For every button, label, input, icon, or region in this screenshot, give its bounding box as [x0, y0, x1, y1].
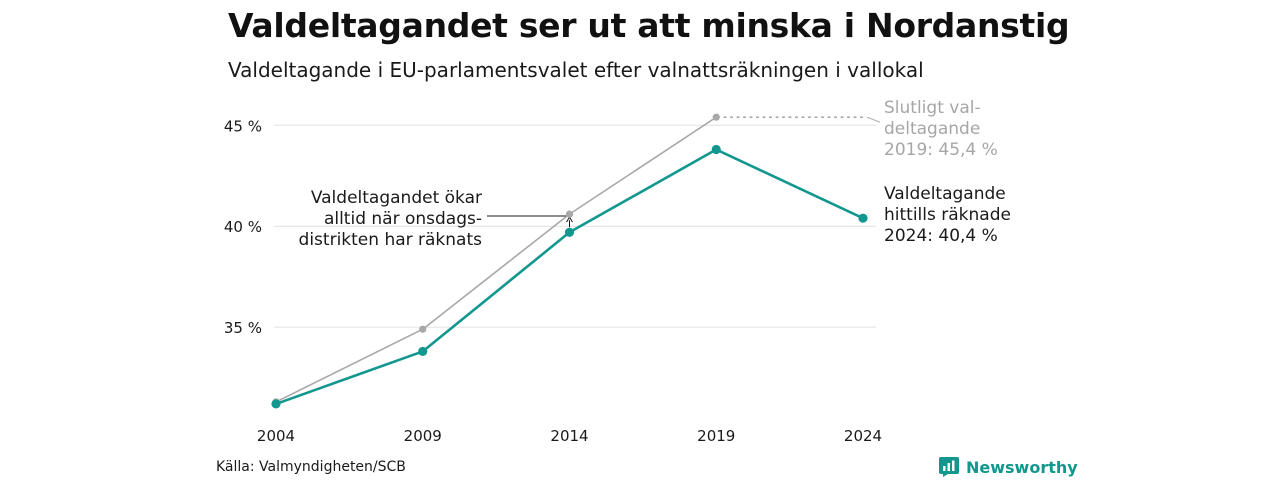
brand-name: Newsworthy [966, 457, 1078, 477]
data-point-final [419, 325, 427, 333]
x-tick-label: 2014 [550, 427, 588, 445]
x-tick-label: 2004 [257, 427, 295, 445]
annotation-final-label: Slutligt val- [884, 98, 981, 118]
annotation-increase-note: Valdeltagandet ökar [311, 188, 482, 208]
annotation-final-label: 2019: 45,4 % [884, 140, 998, 160]
brand-logo: Newsworthy [938, 456, 1078, 478]
data-point-final [712, 113, 720, 121]
annotation-increase-note: alltid när onsdags- [324, 209, 482, 229]
data-point-final [565, 210, 574, 218]
y-tick-label: 45 % [224, 117, 262, 135]
series-line-final [275, 116, 717, 403]
annotation-current-label: 2024: 40,4 % [884, 226, 998, 246]
data-point-election-night [711, 144, 721, 155]
annotation-final-label: deltagande [884, 119, 980, 139]
y-tick-label: 35 % [224, 319, 262, 337]
x-tick-label: 2009 [404, 427, 442, 445]
annotation-current-label: hittills räknade [884, 205, 1011, 225]
chart-title: Valdeltagandet ser ut att minska i Norda… [228, 6, 1070, 45]
data-point-election-night [564, 227, 575, 237]
data-point-election-night [418, 346, 428, 357]
data-point-election-night [271, 399, 281, 409]
leader-tick-final [866, 116, 881, 123]
source-note: Källa: Valmyndigheten/SCB [216, 459, 406, 475]
x-tick-label: 2024 [844, 427, 882, 445]
annotation-current-label: Valdeltagande [884, 184, 1006, 204]
y-tick-label: 40 % [224, 218, 262, 236]
annotation-increase-note: distrikten har räknats [299, 230, 483, 250]
chart-subtitle: Valdeltagande i EU-parlamentsvalet efter… [228, 58, 924, 82]
data-point-election-night [858, 213, 868, 223]
chart-bubble-icon [939, 457, 959, 477]
x-tick-label: 2019 [697, 427, 735, 445]
